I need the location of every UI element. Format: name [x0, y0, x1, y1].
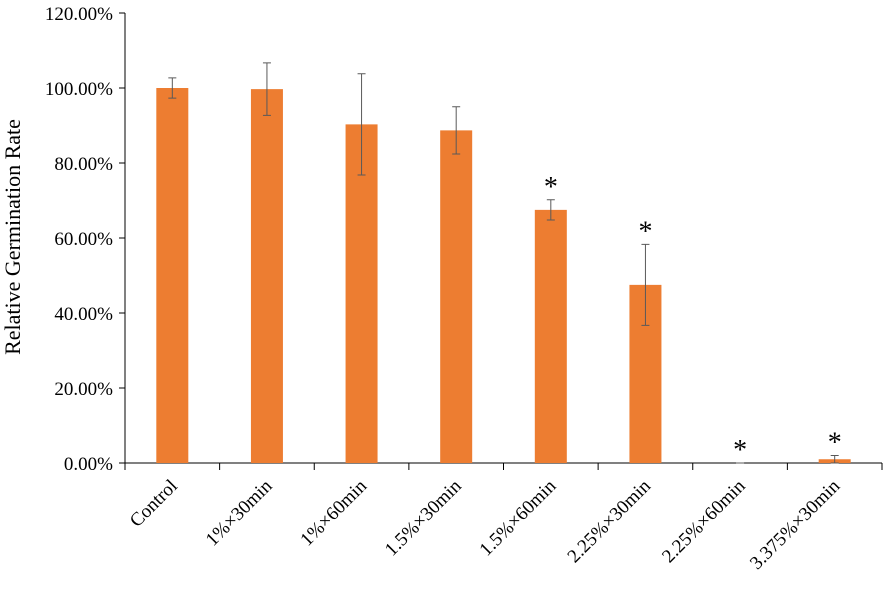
error-bar [452, 106, 461, 155]
y-axis-label: Relative Germination Rate [0, 119, 25, 355]
error-bar [830, 455, 839, 464]
bar [250, 89, 283, 463]
x-tick-label: 1.5%×30min [381, 475, 466, 560]
error-bar [641, 243, 650, 326]
bar [345, 124, 378, 463]
x-tick-label: 2.25%×60min [658, 475, 750, 567]
y-tick-label: 60.00% [54, 229, 113, 250]
significance-marker: * [733, 435, 747, 466]
x-tick-label: 3.375%×30min [746, 475, 845, 574]
error-bar [262, 62, 271, 116]
significance-marker: * [544, 172, 558, 203]
error-bar [357, 73, 366, 176]
y-tick-label: 40.00% [54, 304, 113, 325]
y-tick-label: 80.00% [54, 154, 113, 175]
y-tick-label: 0.00% [64, 454, 113, 475]
y-tick-label: 100.00% [45, 79, 113, 100]
y-tick-label: 120.00% [45, 4, 113, 25]
x-tick-label: 2.25%×30min [564, 475, 656, 567]
significance-marker: * [828, 428, 842, 459]
significance-marker: * [638, 216, 652, 247]
x-tick-label: 1%×60min [296, 475, 371, 550]
bar [534, 209, 567, 463]
y-tick-label: 20.00% [54, 379, 113, 400]
bar [440, 130, 473, 463]
error-bar [546, 199, 555, 221]
x-tick-label: 1.5%×60min [476, 475, 561, 560]
bar [156, 88, 189, 463]
error-bar [168, 77, 177, 99]
x-tick-label: Control [126, 476, 182, 532]
x-tick-label: 1%×30min [202, 475, 277, 550]
